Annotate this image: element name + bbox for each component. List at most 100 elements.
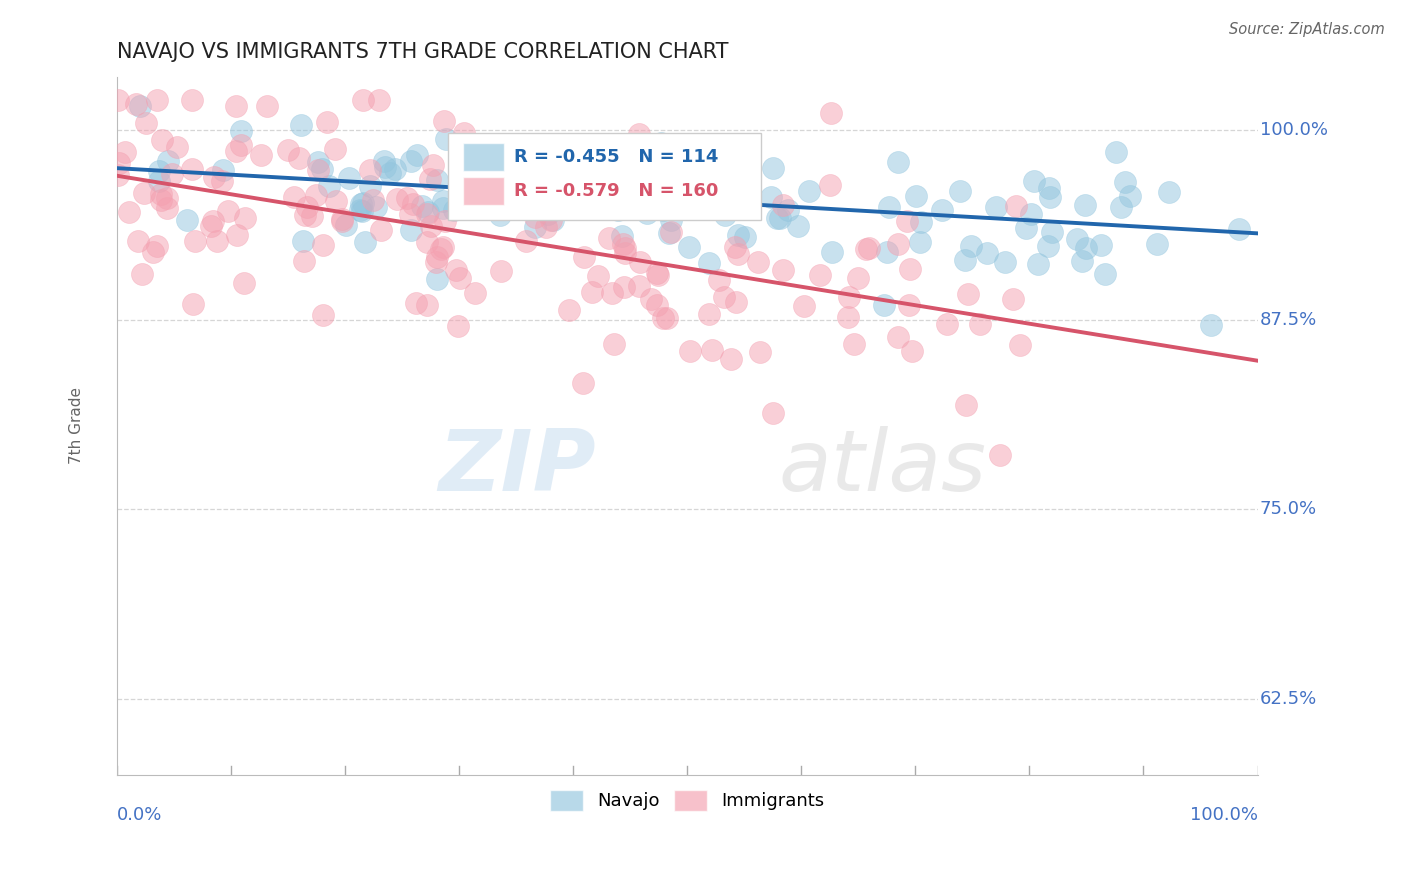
Point [534,219,557,234]
Point [541,213,564,227]
Point [422,158,444,172]
Point [150,133,173,147]
Point [647,266,669,280]
Point [316,115,339,129]
Point [1040,225,1063,239]
Point [776,203,799,218]
Point [488,208,510,222]
Point [713,290,735,304]
Point [426,251,449,265]
Point [844,337,866,351]
Point [250,148,273,162]
Point [908,235,931,249]
Point [707,168,730,182]
Point [354,235,377,249]
Point [724,294,747,309]
Point [378,166,401,180]
Point [571,200,593,214]
Point [492,194,515,209]
Point [697,256,720,270]
Point [359,162,381,177]
Point [107,169,129,183]
Point [211,174,233,188]
Point [904,189,927,203]
Point [350,204,373,219]
Point [416,297,439,311]
Point [426,173,449,187]
Point [515,234,537,248]
Point [294,208,316,222]
Point [330,214,353,228]
Point [581,285,603,299]
FancyBboxPatch shape [463,144,503,171]
Point [887,330,910,344]
Point [290,119,312,133]
Point [503,184,526,198]
Point [432,194,454,208]
Point [148,174,170,188]
Text: ZIP: ZIP [439,426,596,509]
Point [600,154,623,169]
Point [762,161,785,175]
Point [184,234,207,248]
Point [405,295,427,310]
Point [364,200,387,214]
Point [416,235,439,249]
Point [651,166,673,180]
Point [229,124,252,138]
Point [643,178,665,192]
Text: 75.0%: 75.0% [1260,500,1317,518]
Point [1024,174,1046,188]
Text: 62.5%: 62.5% [1260,690,1317,707]
Point [808,268,831,283]
Point [586,269,609,284]
Point [226,227,249,242]
Point [517,174,540,188]
Point [464,285,486,300]
Point [432,201,454,215]
Point [432,240,454,254]
Point [114,145,136,160]
Point [127,234,149,248]
Point [432,114,454,128]
Point [855,242,877,256]
Point [212,163,235,178]
Point [180,162,202,177]
Point [897,297,920,311]
Point [976,246,998,260]
Point [876,244,898,259]
Point [426,271,449,285]
Point [727,228,749,243]
Point [475,146,498,161]
Point [292,253,315,268]
Point [606,203,628,218]
Point [335,218,357,232]
Point [148,164,170,178]
Point [648,196,671,211]
Point [419,172,441,186]
Point [589,161,612,176]
Point [657,177,679,191]
Point [201,214,224,228]
Point [447,319,470,334]
Point [1066,232,1088,246]
Point [225,144,247,158]
Point [898,262,921,277]
Point [166,140,188,154]
Point [955,398,977,412]
Point [449,167,471,181]
Text: 100.0%: 100.0% [1260,121,1327,139]
Point [628,255,651,269]
Point [1199,318,1222,332]
Point [1157,186,1180,200]
Point [606,179,628,194]
Text: 0.0%: 0.0% [117,806,162,824]
Point [1146,237,1168,252]
Point [396,191,419,205]
Point [641,199,664,213]
Point [124,97,146,112]
Point [571,376,593,390]
Legend: Navajo, Immigrants: Navajo, Immigrants [543,782,831,818]
Point [695,194,717,209]
Point [217,203,239,218]
